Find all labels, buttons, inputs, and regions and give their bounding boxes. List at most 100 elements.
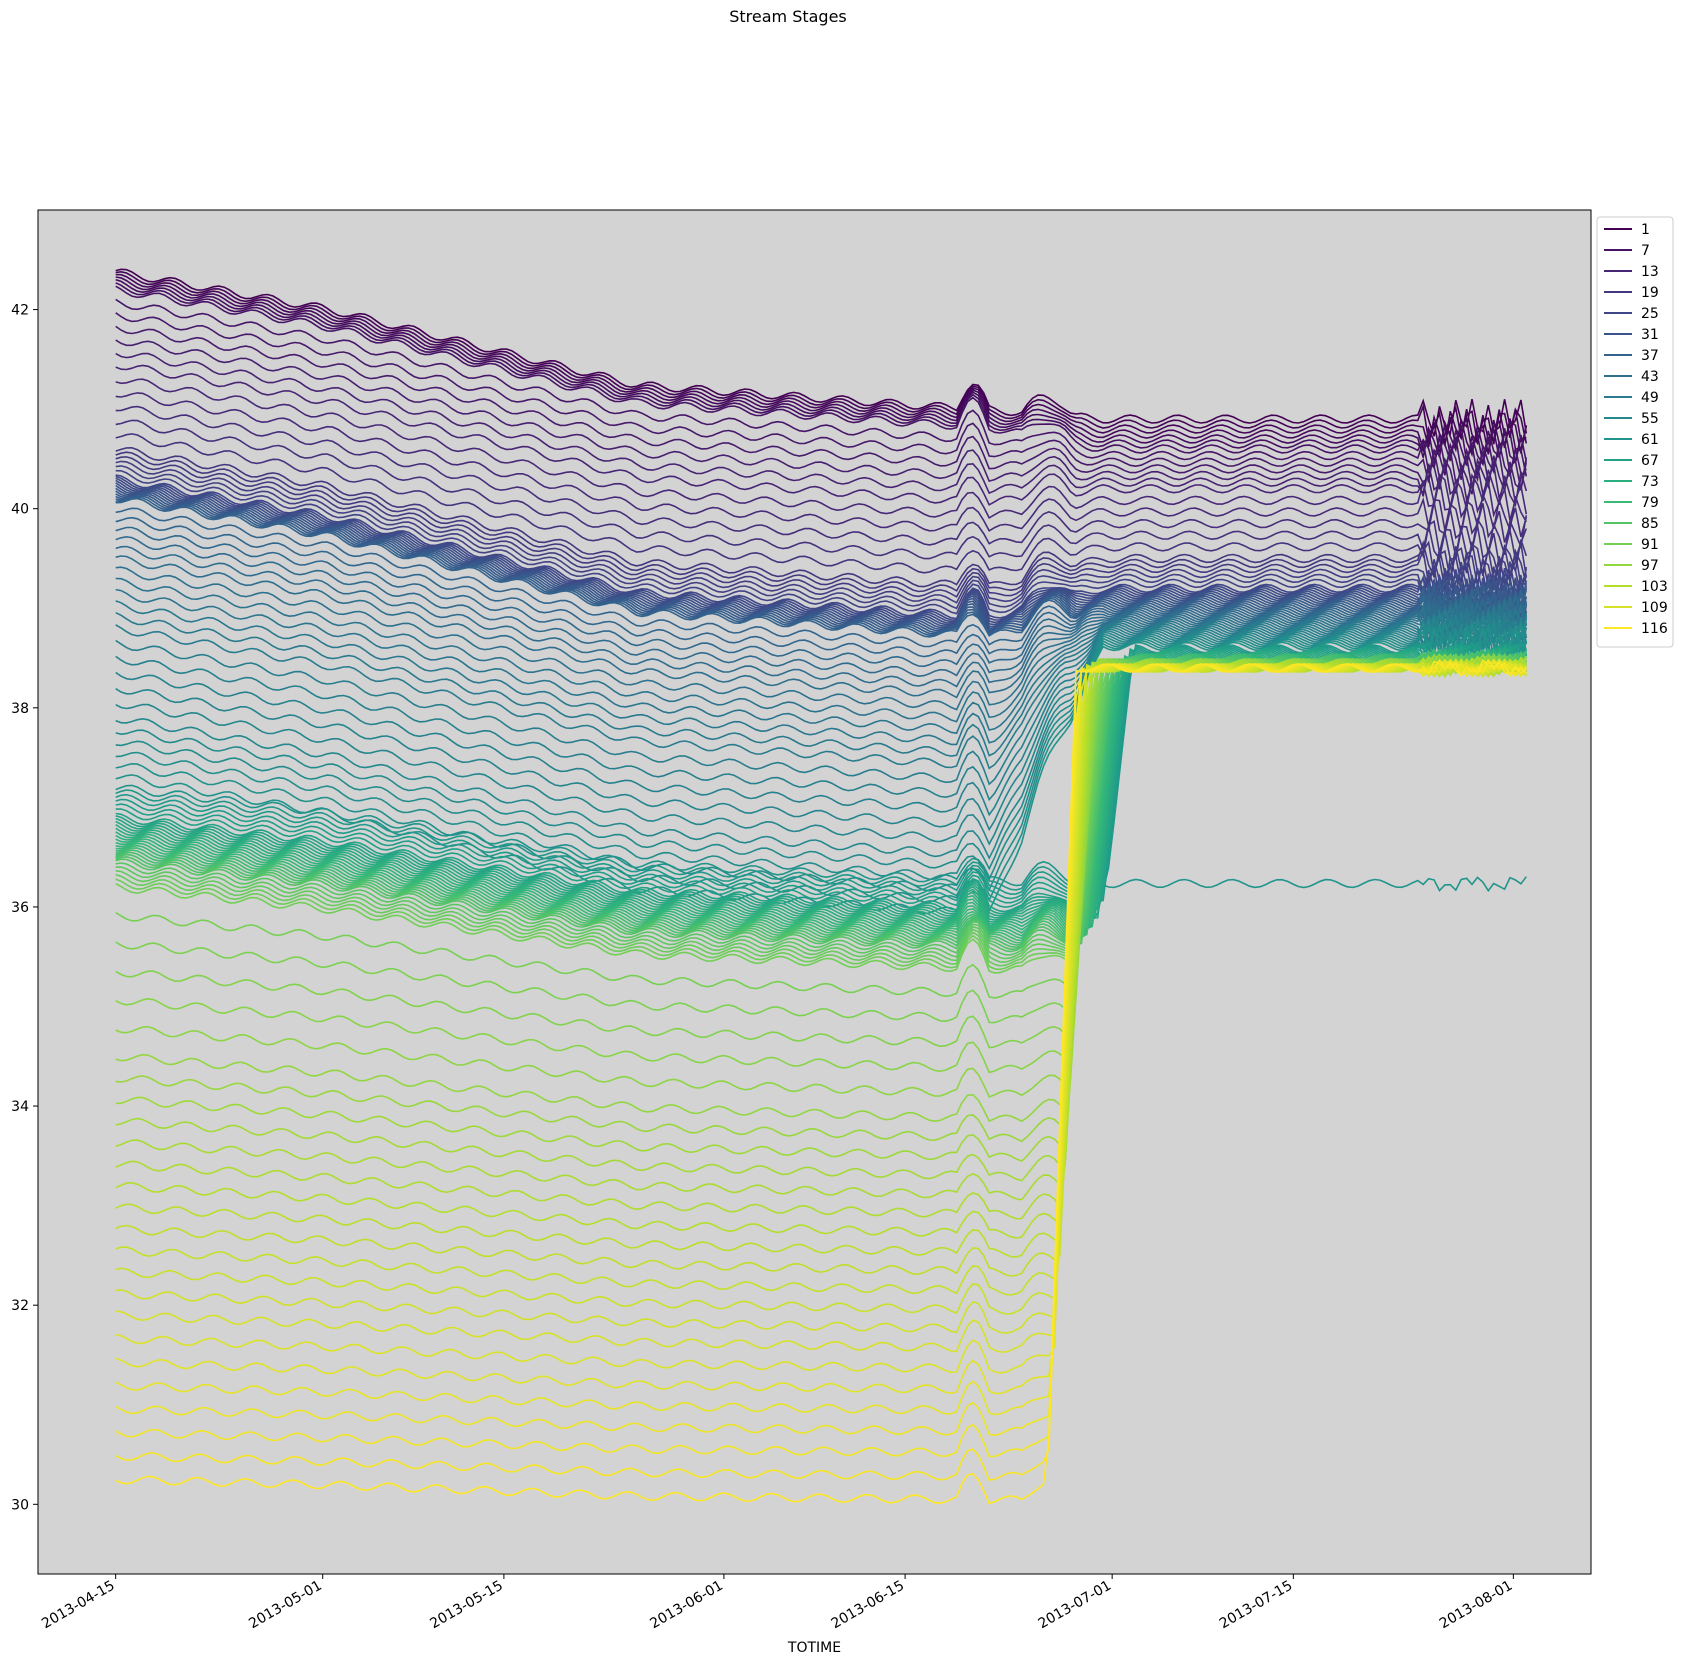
legend-label: 31 [1641,327,1659,343]
series-line-115 [115,658,1527,1481]
y-axis: 30 32 34 36 38 40 42 [11,303,38,1513]
series-line-6 [115,282,1527,465]
series-line-7 [115,285,1528,469]
legend-label: 79 [1641,495,1659,511]
legend-label: 116 [1641,621,1668,637]
legend-label: 19 [1641,285,1659,301]
legend: 1 7 13 19 25 31 37 43 49 55 61 67 73 79 85 91 97 103 109 11… [1596,216,1674,648]
x-tick-label: 2013-06-01 [647,1578,725,1633]
series-line-1 [115,268,1528,437]
series-line-3 [115,273,1527,449]
chart-title: Stream Stages [729,7,847,26]
legend-label: 97 [1641,558,1659,574]
series-line-38 [115,507,1528,648]
legend-label: 25 [1641,306,1659,322]
series-line-8 [115,298,1528,477]
series-line-114 [115,658,1527,1458]
x-tick-label: 2013-08-01 [1437,1578,1515,1633]
series-line-79 [115,648,1527,941]
series-line-113 [115,659,1527,1437]
series-line-62 [115,640,1527,892]
legend-box [1596,216,1674,648]
series-line-81 [115,649,1527,944]
series-line-56 [115,618,1527,871]
series-line-20 [115,451,1528,593]
series-line-35 [115,495,1528,636]
series-line-64 [115,642,1528,902]
y-tick-label: 42 [11,303,29,319]
series-line-11 [115,339,1528,497]
legend-label: 109 [1641,600,1668,616]
legend-label: 1 [1641,222,1650,238]
x-axis-label: TOTIME [787,1640,841,1656]
series-line-53 [115,615,1527,832]
legend-label: 13 [1641,264,1659,280]
series-line-16 [115,405,1528,546]
series-line-54 [115,615,1528,846]
series-line-116 [115,659,1527,1505]
series-line-39 [115,516,1528,658]
y-tick-label: 40 [11,502,29,518]
series-line-21 [115,456,1528,598]
x-tick-label: 2013-07-15 [1217,1578,1295,1633]
series-line-46 [115,588,1528,735]
x-axis: 2013-04-15 2013-05-01 2013-05-15 2013-06-01… [39,1574,1515,1632]
series-line-32 [115,490,1528,634]
legend-label: 37 [1641,348,1659,364]
legend-label: 91 [1641,537,1659,553]
y-tick-label: 30 [11,1497,29,1513]
series-line-42 [115,545,1528,688]
legend-label: 55 [1641,411,1659,427]
series-line-36 [115,496,1528,637]
legend-label: 73 [1641,474,1659,490]
series-lines [115,268,1528,1505]
series-line-47 [115,600,1527,746]
series-line-112 [115,658,1527,1416]
series-line-101 [115,656,1527,1201]
series-line-41 [115,535,1528,678]
series-line-13 [115,364,1528,510]
legend-label: 49 [1641,390,1659,406]
series-line-37 [115,497,1528,638]
series-line-22 [115,460,1527,604]
x-tick-label: 2013-06-15 [829,1578,907,1633]
legend-label: 61 [1641,432,1659,448]
y-tick-label: 34 [11,1099,29,1115]
series-line-80 [115,649,1527,942]
series-line-19 [115,446,1528,588]
series-line-34 [115,493,1527,636]
series-line-45 [115,577,1528,723]
series-line-15 [115,392,1527,534]
plot-frame [37,209,1592,1575]
series-line-24 [115,469,1528,615]
y-tick-label: 38 [11,701,29,717]
series-line-2 [115,270,1528,445]
x-tick-label: 2013-05-15 [427,1578,505,1633]
series-line-100 [115,655,1527,1182]
series-line-57 [115,621,1528,882]
series-line-23 [115,465,1528,610]
legend-label: 85 [1641,516,1659,532]
series-line-58 [115,622,1528,892]
series-line-111 [115,659,1527,1395]
series-line-5 [115,278,1528,458]
series-line-44 [115,566,1528,711]
legend-label: 103 [1641,579,1668,595]
legend-label: 67 [1641,453,1659,469]
series-line-17 [115,419,1528,560]
y-tick-label: 36 [11,900,29,916]
x-tick-label: 2013-04-15 [39,1578,117,1633]
series-line-4 [115,276,1528,455]
y-tick-label: 32 [11,1298,29,1314]
series-line-14 [115,378,1528,521]
legend-label: 7 [1641,243,1650,259]
series-line-10 [115,325,1528,490]
x-tick-label: 2013-07-01 [1036,1578,1114,1633]
legend-label: 43 [1641,369,1659,385]
series-line-12 [115,352,1528,503]
series-line-59 [115,625,1528,903]
series-line-40 [115,526,1528,668]
series-line-43 [115,555,1528,699]
x-tick-label: 2013-05-01 [246,1578,324,1633]
